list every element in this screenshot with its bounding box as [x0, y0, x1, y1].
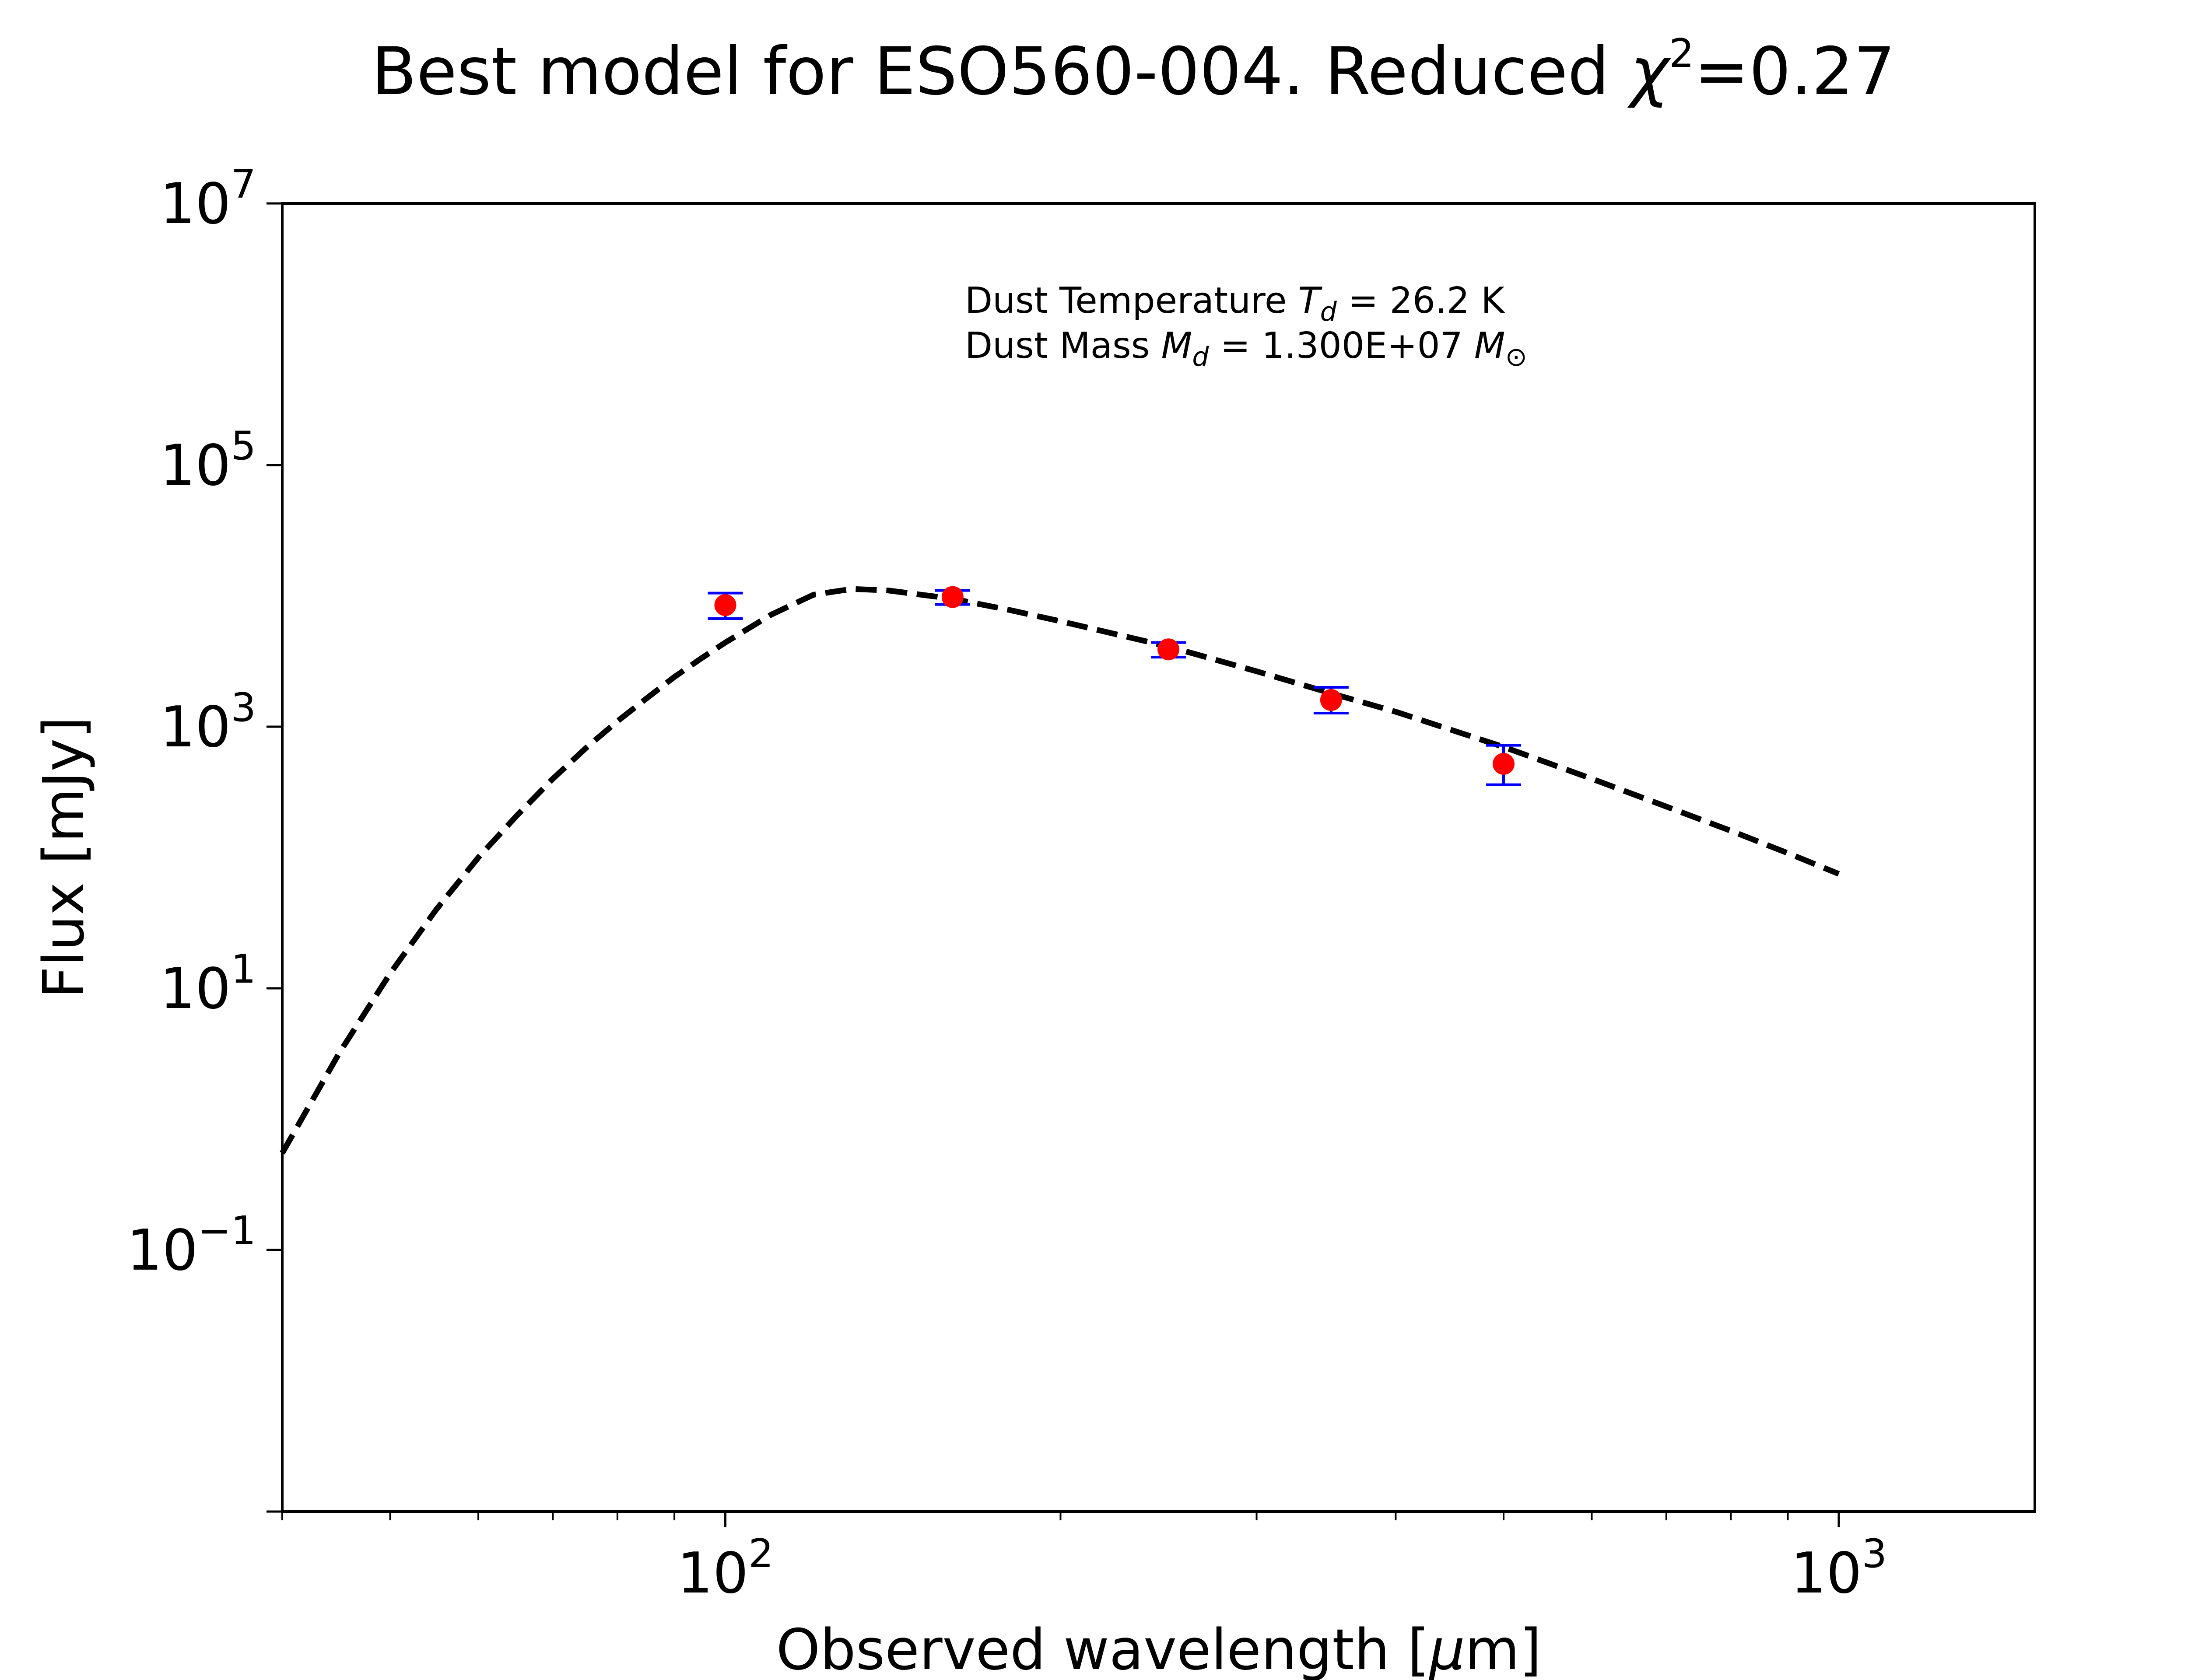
- chart-title-symbol: χ: [1627, 34, 1671, 110]
- x-tick-label: 103: [1791, 1531, 1887, 1606]
- y-tick-label: 10−1: [126, 1208, 256, 1283]
- annot-line1-subscript: d: [1320, 297, 1337, 327]
- series-layer: [280, 586, 1840, 1155]
- annot-line1-suffix: = 26.2 K: [1337, 280, 1505, 322]
- y-axis-label: Flux [mJy]: [32, 717, 97, 999]
- y-tick-label-exponent: 7: [231, 161, 256, 207]
- x-axis-label-unit-italic: μ: [1428, 1617, 1465, 1680]
- annot-line1-prefix: Dust Temperature: [965, 280, 1298, 322]
- data-point: [1157, 638, 1180, 661]
- dust-mass-label: Dust Mass Md = 1.300E+07 M⊙: [965, 325, 1527, 372]
- annot-line2-mid: = 1.300E+07: [1209, 325, 1474, 367]
- model-curve: [280, 586, 1840, 1155]
- y-tick-label-exponent: 1: [231, 946, 256, 992]
- annot-line2-unit-symbol: M: [1474, 325, 1505, 367]
- y-tick-label-exponent: −1: [198, 1208, 256, 1254]
- y-tick-label-base: 10: [160, 433, 231, 498]
- y-tick-label-exponent: 3: [231, 685, 256, 731]
- plot-area: [281, 202, 2036, 1513]
- annot-line2-unit-subscript: ⊙: [1505, 342, 1527, 372]
- x-axis-ticks: 102 103: [281, 1512, 1887, 1606]
- y-tick-label: 107: [160, 161, 256, 237]
- y-tick-label: 105: [160, 423, 256, 498]
- data-point: [714, 594, 736, 616]
- x-tick-label-exponent: 2: [748, 1531, 773, 1577]
- y-tick-label-base: 10: [160, 956, 231, 1022]
- y-tick-label: 103: [160, 685, 256, 760]
- annot-line1-symbol: T: [1298, 280, 1323, 322]
- annot-line2-subscript: d: [1192, 342, 1209, 372]
- x-axis-label-prefix: Observed wavelength [: [776, 1617, 1430, 1680]
- chart-title: Best model for ESO560-004. Reduced χ2=0.…: [372, 31, 1895, 110]
- y-tick-label-exponent: 5: [231, 423, 256, 469]
- y-tick-label-base: 10: [126, 1218, 198, 1283]
- annot-line2-prefix: Dust Mass: [965, 325, 1161, 367]
- x-axis-label: Observed wavelength [μm]: [776, 1617, 1542, 1680]
- x-tick-label-base: 10: [677, 1541, 748, 1606]
- x-axis-label-unit-rest: m]: [1465, 1617, 1542, 1680]
- x-tick-label-base: 10: [1791, 1541, 1862, 1606]
- data-point: [1320, 689, 1342, 711]
- dust-temperature-label: Dust Temperature Td = 26.2 K: [965, 280, 1505, 327]
- chart-title-superscript: 2: [1669, 31, 1694, 77]
- data-point: [1493, 752, 1515, 775]
- x-tick-label: 102: [677, 1531, 773, 1606]
- chart-title-prefix: Best model for ESO560-004. Reduced: [372, 34, 1630, 110]
- x-tick-label-exponent: 3: [1862, 1531, 1887, 1577]
- chart-title-suffix: =0.27: [1694, 34, 1895, 110]
- annot-line2-symbol: M: [1161, 325, 1192, 367]
- data-point: [941, 586, 964, 608]
- y-tick-label-base: 10: [160, 695, 231, 760]
- y-tick-label: 101: [160, 946, 256, 1022]
- y-tick-label-base: 10: [160, 172, 231, 237]
